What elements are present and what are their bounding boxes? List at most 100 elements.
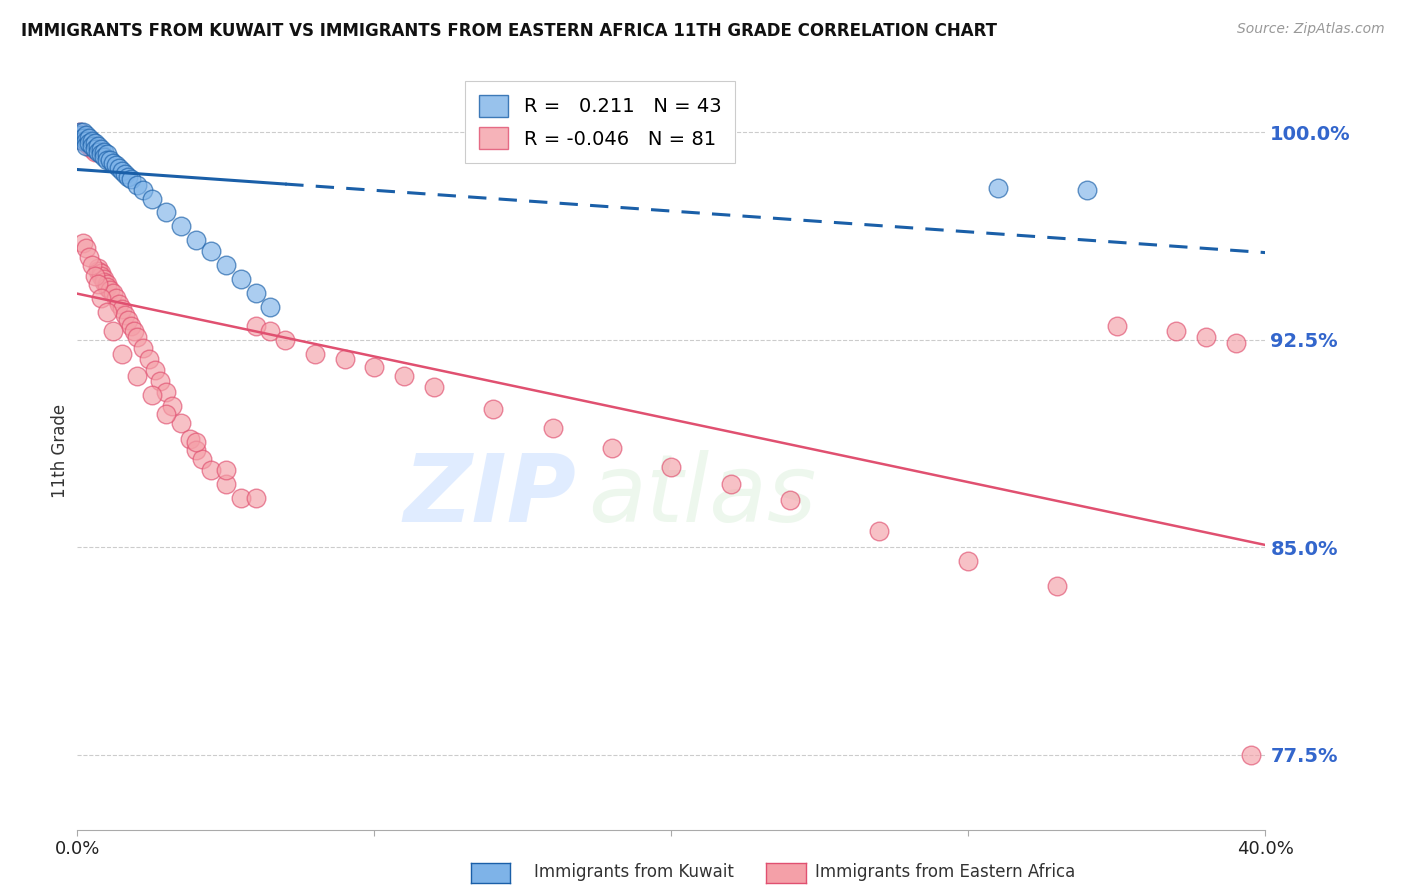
Point: [363, 360, 385, 375]
Point: [77, 130, 100, 145]
Point: [93, 275, 115, 289]
Point: [191, 451, 214, 466]
Point: [111, 346, 134, 360]
Point: [661, 460, 683, 475]
Text: Source: ZipAtlas.com: Source: ZipAtlas.com: [1237, 22, 1385, 37]
Point: [149, 374, 172, 388]
Point: [125, 178, 148, 192]
Point: [541, 421, 564, 435]
Point: [93, 145, 115, 159]
Text: ZIP: ZIP: [404, 450, 576, 542]
Point: [101, 155, 124, 169]
Point: [75, 134, 97, 148]
Point: [114, 308, 136, 322]
Point: [120, 318, 142, 333]
Point: [82, 139, 104, 153]
Point: [215, 258, 238, 272]
Point: [779, 493, 801, 508]
Text: IMMIGRANTS FROM KUWAIT VS IMMIGRANTS FROM EASTERN AFRICA 11TH GRADE CORRELATION : IMMIGRANTS FROM KUWAIT VS IMMIGRANTS FRO…: [21, 22, 997, 40]
Point: [200, 244, 222, 259]
Point: [77, 250, 100, 264]
Point: [69, 128, 91, 142]
Point: [87, 145, 110, 159]
Point: [720, 476, 742, 491]
Point: [84, 136, 107, 151]
Point: [186, 443, 208, 458]
Point: [215, 463, 238, 477]
Point: [482, 401, 505, 416]
Point: [304, 346, 326, 360]
Point: [96, 280, 118, 294]
Point: [75, 242, 97, 256]
Point: [69, 125, 91, 139]
Point: [987, 180, 1010, 194]
Point: [77, 139, 100, 153]
Point: [96, 147, 118, 161]
Point: [77, 136, 100, 151]
Point: [143, 363, 166, 377]
Point: [229, 491, 252, 505]
Point: [87, 260, 110, 275]
Point: [75, 130, 97, 145]
Point: [868, 524, 890, 538]
Point: [84, 145, 107, 159]
Point: [98, 283, 121, 297]
Point: [108, 161, 131, 176]
Point: [155, 205, 177, 219]
Point: [75, 139, 97, 153]
Point: [101, 285, 124, 300]
Point: [392, 368, 415, 383]
Point: [90, 142, 112, 156]
Point: [179, 433, 201, 447]
Point: [69, 125, 91, 139]
Point: [274, 333, 297, 347]
Point: [104, 158, 127, 172]
Point: [138, 352, 160, 367]
Point: [98, 153, 121, 167]
Point: [87, 263, 110, 277]
Point: [75, 128, 97, 142]
Point: [77, 134, 100, 148]
Point: [117, 169, 139, 184]
Point: [82, 142, 104, 156]
Point: [84, 269, 107, 284]
Point: [72, 134, 94, 148]
Point: [141, 388, 163, 402]
Text: Immigrants from Kuwait: Immigrants from Kuwait: [534, 863, 734, 881]
Point: [90, 269, 112, 284]
Point: [333, 352, 356, 367]
Text: Immigrants from Eastern Africa: Immigrants from Eastern Africa: [815, 863, 1076, 881]
Point: [82, 258, 104, 272]
Text: atlas: atlas: [588, 450, 817, 541]
Point: [170, 416, 193, 430]
Point: [90, 291, 112, 305]
Point: [122, 325, 145, 339]
Point: [259, 325, 281, 339]
Point: [155, 385, 177, 400]
Point: [82, 136, 104, 151]
Point: [600, 441, 623, 455]
Point: [114, 167, 136, 181]
Point: [1239, 747, 1261, 762]
Point: [72, 235, 94, 250]
Point: [87, 139, 110, 153]
Point: [104, 291, 127, 305]
Point: [90, 147, 112, 161]
Point: [245, 285, 267, 300]
Point: [162, 399, 184, 413]
Point: [125, 330, 148, 344]
Point: [111, 302, 134, 317]
Y-axis label: 11th Grade: 11th Grade: [51, 403, 69, 498]
Point: [141, 192, 163, 206]
Point: [131, 341, 153, 355]
Point: [1046, 579, 1069, 593]
Point: [75, 136, 97, 151]
Point: [96, 277, 118, 292]
Point: [72, 128, 94, 142]
Point: [1105, 318, 1128, 333]
Point: [90, 266, 112, 280]
Point: [245, 491, 267, 505]
Point: [96, 153, 118, 167]
Point: [125, 368, 148, 383]
Point: [96, 305, 118, 319]
